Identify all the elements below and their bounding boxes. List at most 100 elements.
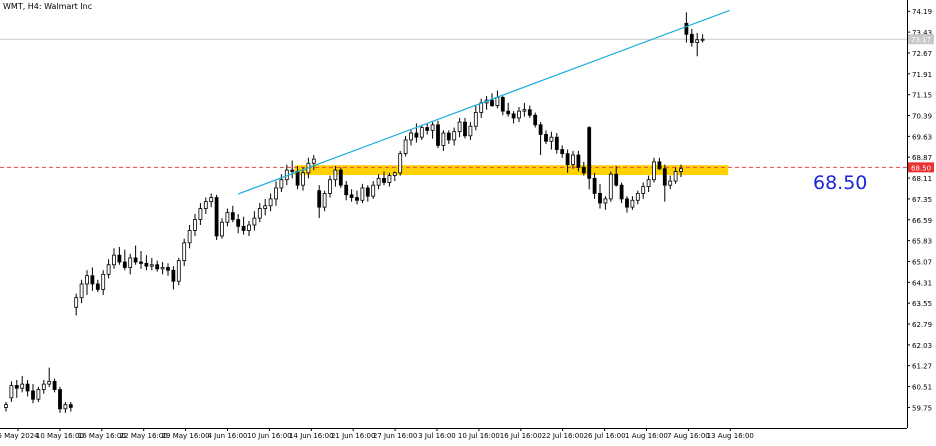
candle-body <box>311 158 316 164</box>
candle-body <box>608 173 613 200</box>
candle-body <box>419 127 424 138</box>
y-tick-label: 71.91 <box>912 71 932 79</box>
candle-body <box>20 383 25 389</box>
candle-body <box>63 404 68 410</box>
y-tick-label: 62.79 <box>912 321 932 329</box>
x-tick-label: 21 Jun 16:00 <box>331 432 375 440</box>
candle-body <box>290 169 295 172</box>
candle-body <box>479 102 484 113</box>
y-tick-label: 73.43 <box>912 29 932 37</box>
candle-body <box>576 154 581 168</box>
candle-body <box>446 132 451 141</box>
candle-body <box>25 383 30 392</box>
candle-body <box>230 212 235 220</box>
candle-body <box>252 217 257 226</box>
candle-body <box>517 110 521 119</box>
candle-body <box>581 166 586 174</box>
y-tick-label: 62.03 <box>912 342 932 350</box>
x-tick-label: 7 Aug 16:00 <box>667 432 710 440</box>
candle-body <box>193 219 197 231</box>
y-tick-label: 67.35 <box>912 196 932 204</box>
x-tick-label: 10 Jul 16:00 <box>458 432 500 440</box>
candle-body <box>209 197 214 203</box>
candle-body <box>641 186 646 194</box>
candle-body <box>646 179 651 187</box>
candle-body <box>473 112 478 127</box>
candle-body <box>598 193 602 204</box>
candle-body <box>101 273 106 290</box>
candle-body <box>236 219 241 227</box>
candle-body <box>268 198 273 207</box>
candle-body <box>95 283 100 290</box>
candle-body <box>41 383 46 390</box>
alert-tag <box>908 162 934 173</box>
candle-body <box>122 261 127 268</box>
y-tick-label: 60.51 <box>912 384 932 392</box>
candle-body <box>166 267 170 271</box>
candle-body <box>673 171 678 182</box>
candle-body <box>74 297 79 308</box>
candle-body <box>495 96 500 107</box>
candle-body <box>58 389 62 410</box>
x-tick-label: 27 Jun 16:00 <box>373 432 417 440</box>
candle-body <box>511 113 516 119</box>
candle-body <box>457 121 462 133</box>
candle-body <box>31 390 35 400</box>
candle-body <box>225 212 230 223</box>
x-tick-label: 22 Jul 16:00 <box>542 432 584 440</box>
x-tick-label: 6 May 2024 <box>0 432 39 440</box>
candle-body <box>544 134 548 142</box>
y-tick-label: 70.39 <box>912 113 932 121</box>
candle-body <box>176 260 181 282</box>
y-tick-label: 65.83 <box>912 238 932 246</box>
candle-body <box>684 22 689 35</box>
candle-body <box>106 264 111 275</box>
candle-body <box>614 173 619 186</box>
candle-body <box>689 33 694 43</box>
candle-body <box>587 127 592 179</box>
y-tick-label: 61.27 <box>912 363 932 371</box>
support-zone <box>294 165 729 176</box>
candle-body <box>635 193 640 201</box>
candle-body <box>657 161 662 170</box>
candle-body <box>47 380 52 385</box>
y-tick-label: 74.19 <box>912 8 932 16</box>
candle-body <box>160 267 165 270</box>
candle-body <box>9 385 14 399</box>
candle-body <box>387 175 392 183</box>
alert-tag-label: 68.50 <box>911 164 931 172</box>
candle-body <box>468 125 473 137</box>
candle-body <box>425 127 430 131</box>
candle-body <box>560 149 565 155</box>
y-tick-label: 68.87 <box>912 154 932 162</box>
candle-body <box>414 132 419 138</box>
candle-body <box>90 275 95 285</box>
chart-title: WMT, H4: Walmart Inc <box>3 2 93 11</box>
y-tick-label: 64.31 <box>912 279 932 287</box>
candle-body <box>463 121 467 137</box>
candle-body <box>619 184 624 200</box>
candle-body <box>220 221 224 237</box>
x-tick-label: 14 Jun 16:00 <box>289 432 333 440</box>
candle-body <box>571 154 575 166</box>
x-tick-label: 16 May 16:00 <box>78 432 126 440</box>
candle-body <box>85 275 89 285</box>
candle-body <box>522 109 527 112</box>
candle-body <box>430 124 435 131</box>
y-tick-label: 69.63 <box>912 133 932 141</box>
candle-body <box>662 168 667 186</box>
current-price-tag <box>908 34 934 45</box>
candle-body <box>700 38 705 41</box>
candle-body <box>263 205 268 209</box>
y-tick-label: 71.15 <box>912 92 932 100</box>
candle-body <box>117 254 122 263</box>
x-tick-label: 13 Aug 16:00 <box>707 432 754 440</box>
x-tick-label: 26 Jul 16:00 <box>584 432 626 440</box>
candle-body <box>565 153 570 166</box>
candle-body <box>144 262 149 267</box>
x-tick-label: 29 May 16:00 <box>162 432 210 440</box>
candle-body <box>328 179 332 194</box>
x-tick-label: 1 Aug 16:00 <box>625 432 668 440</box>
